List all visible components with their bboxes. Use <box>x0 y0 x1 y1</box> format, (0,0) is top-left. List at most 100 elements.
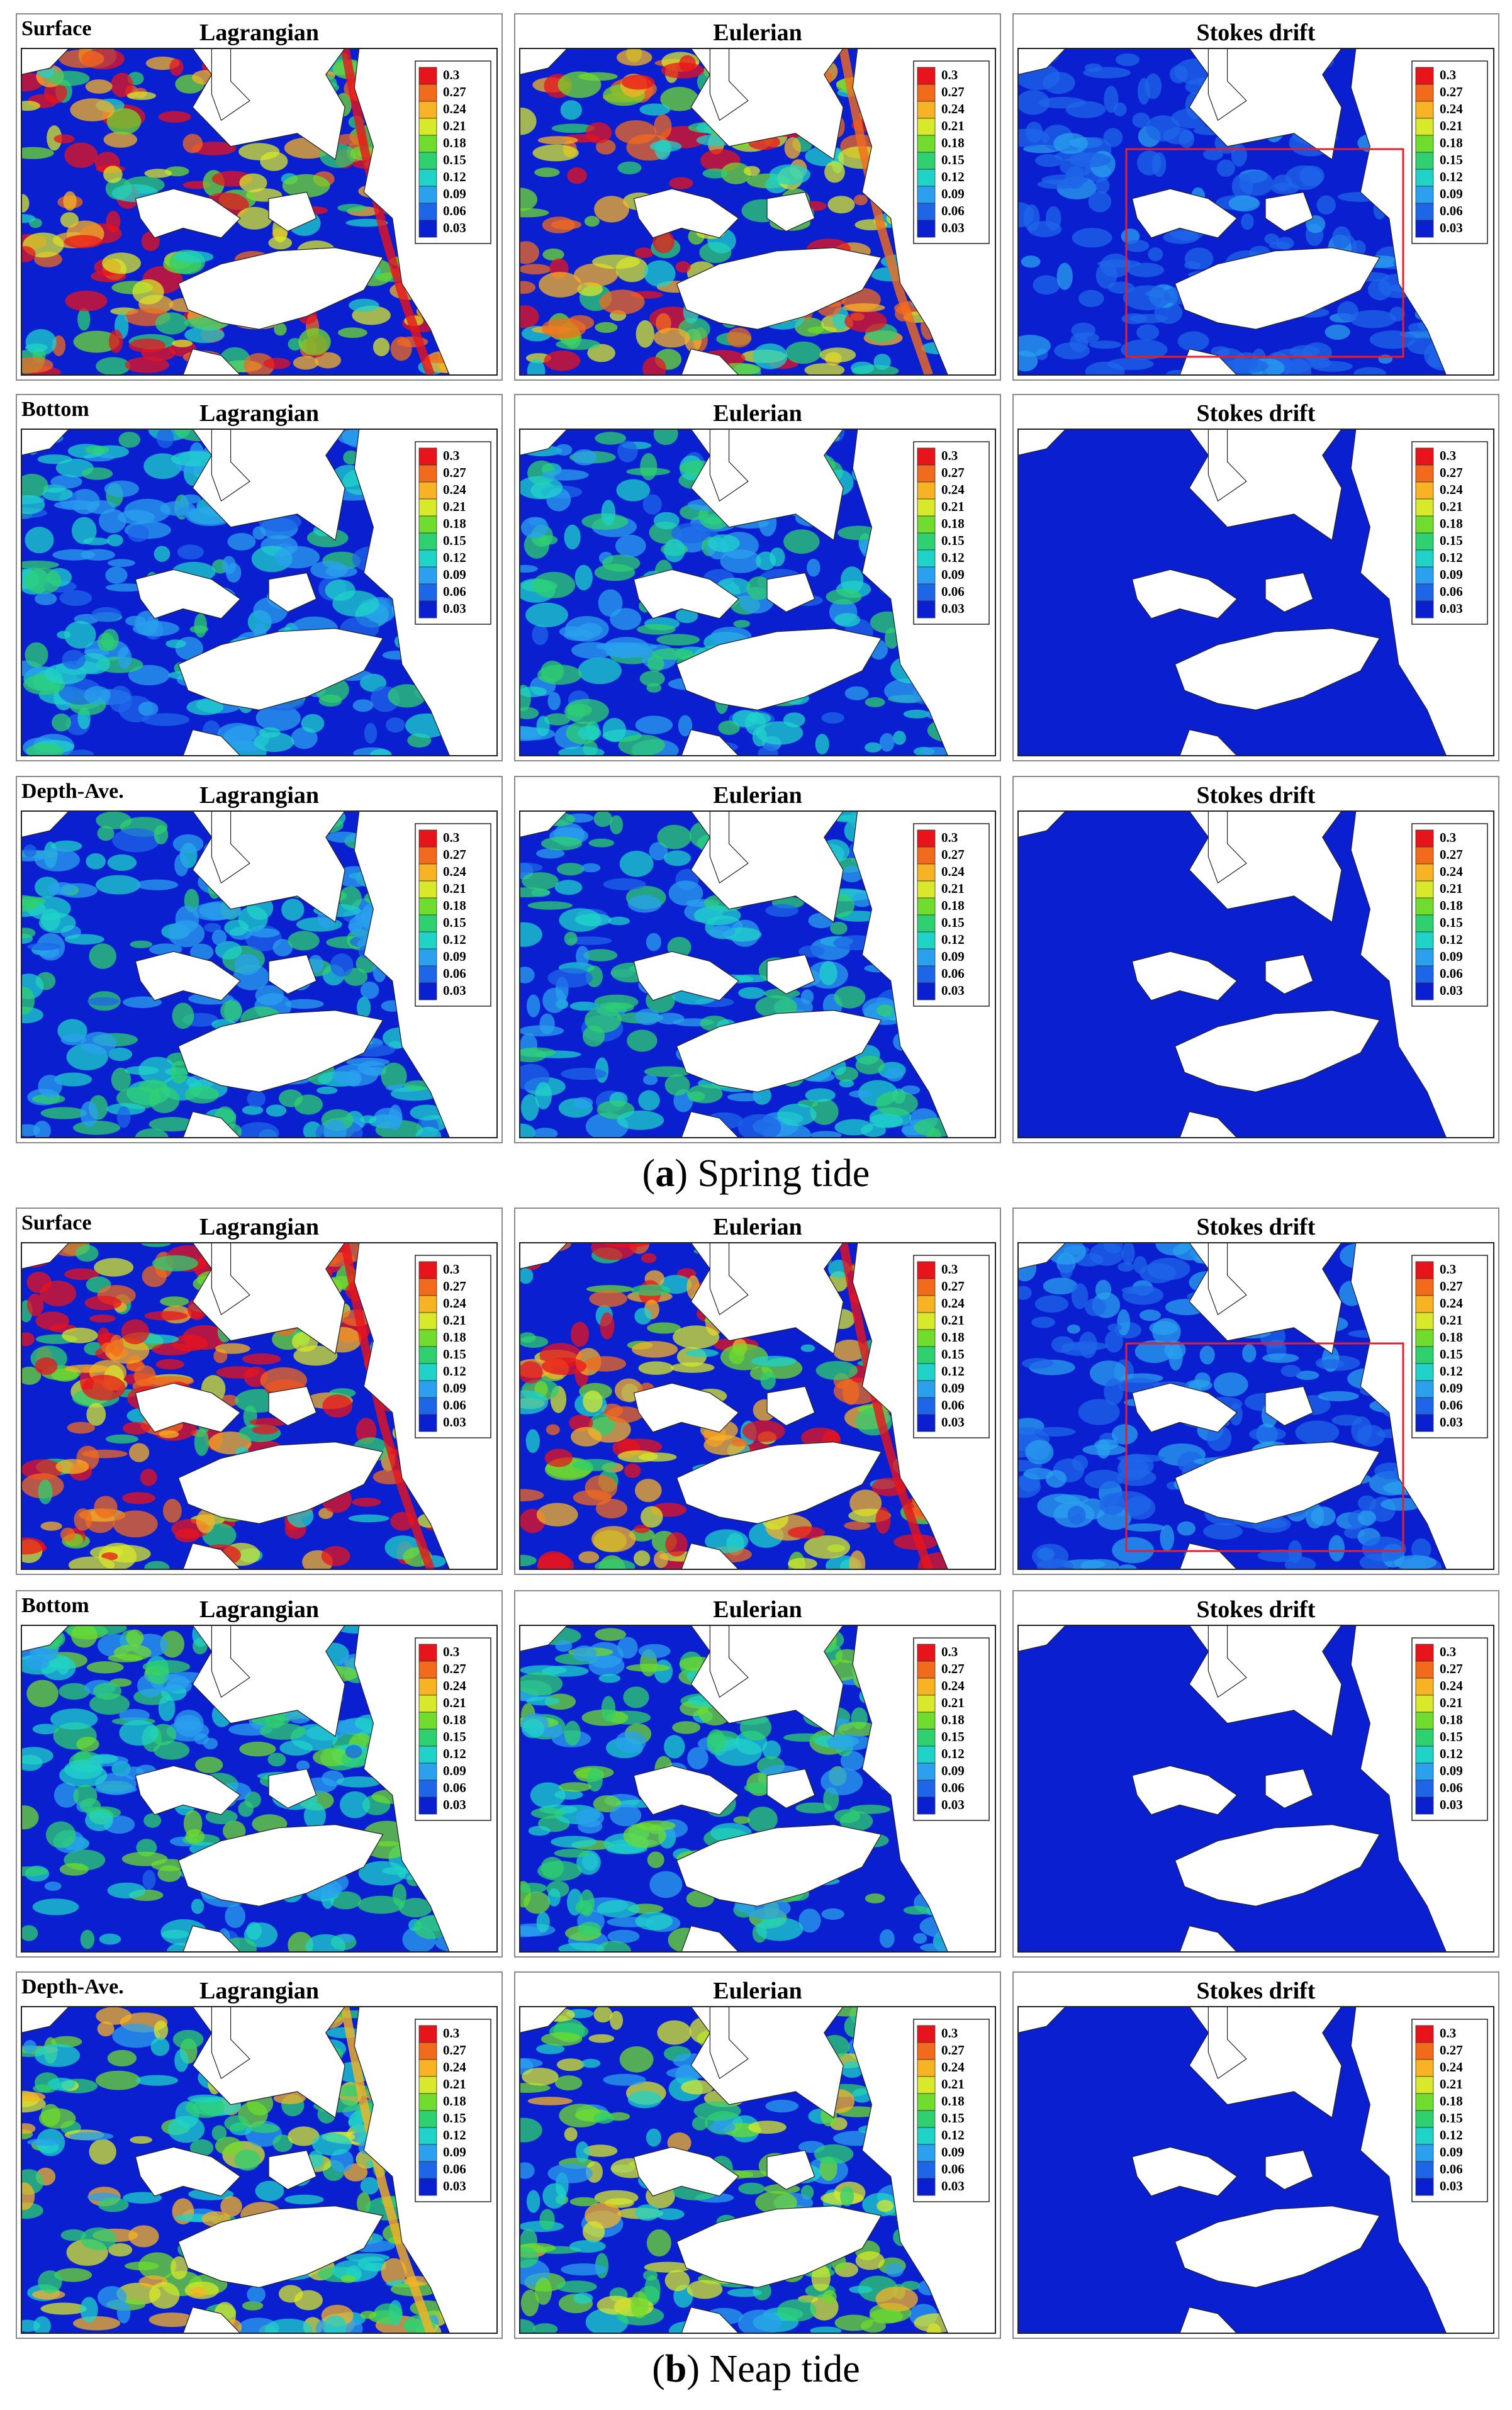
colorbar-swatch <box>418 566 437 585</box>
colorbar-swatch <box>917 67 936 85</box>
colorbar-tick-label: 0.27 <box>941 84 965 99</box>
colorbar-tick-label: 0.27 <box>1440 2043 1463 2058</box>
colorbar-swatch <box>418 2025 437 2043</box>
colorbar-swatch <box>917 914 936 933</box>
colorbar-swatch <box>917 880 936 899</box>
colorbar-tick-label: 0.12 <box>1440 550 1463 565</box>
colorbar-swatch <box>418 897 437 916</box>
colorbar-swatch <box>917 2161 936 2179</box>
colorbar-swatch <box>1415 914 1434 933</box>
colorbar-swatch <box>917 2076 936 2094</box>
row-label: Surface <box>21 17 91 40</box>
colorbar-swatch <box>418 498 437 517</box>
colorbar-tick-label: 0.09 <box>941 1381 965 1396</box>
colorbar-tick-label: 0.3 <box>941 1262 958 1277</box>
colorbar-legend: 0.3 0.27 0.24 0.21 0.18 0.15 0.12 0.09 0.06 0.03 <box>913 1255 990 1438</box>
panel-title: Lagrangian <box>199 20 319 46</box>
colorbar-swatch <box>917 220 936 238</box>
colorbar-tick-label: 0.24 <box>443 2060 466 2075</box>
row-label: Bottom <box>21 398 89 421</box>
highlight-box <box>1125 148 1404 358</box>
colorbar-tick-label: 0.3 <box>941 448 958 463</box>
colorbar-tick-label: 0.12 <box>443 550 466 565</box>
colorbar-legend: 0.3 0.27 0.24 0.21 0.18 0.15 0.12 0.09 0.06 0.03 <box>415 823 491 1007</box>
colorbar-swatch <box>1415 2178 1434 2196</box>
colorbar-legend: 0.3 0.27 0.24 0.21 0.18 0.15 0.12 0.09 0.06 0.03 <box>913 1637 990 1821</box>
colorbar-swatch <box>1415 583 1434 602</box>
colorbar-tick-label: 0.09 <box>443 2144 466 2160</box>
colorbar-swatch <box>418 948 437 967</box>
colorbar-swatch <box>418 2042 437 2060</box>
colorbar-tick-label: 0.06 <box>941 966 965 981</box>
colorbar-swatch <box>1415 2042 1434 2060</box>
colorbar-swatch <box>917 1746 936 1764</box>
colorbar-tick-label: 0.18 <box>1440 2093 1463 2109</box>
colorbar-swatch <box>1415 2093 1434 2111</box>
colorbar-tick-label: 0.15 <box>443 2110 466 2126</box>
colorbar-swatch <box>1415 1746 1434 1764</box>
colorbar-tick-label: 0.24 <box>941 864 965 879</box>
colorbar-swatch <box>418 464 437 483</box>
colorbar-swatch <box>1415 1729 1434 1747</box>
colorbar-swatch <box>1415 1312 1434 1330</box>
colorbar-swatch <box>1415 1397 1434 1415</box>
colorbar-tick-label: 0.21 <box>443 2077 466 2092</box>
colorbar-tick-label: 0.09 <box>443 186 466 201</box>
colorbar-tick-label: 0.06 <box>1440 1398 1463 1413</box>
map-panel: 0.3 0.27 0.24 0.21 0.18 0.15 0.12 0.09 0.06 0.03 L… <box>16 1590 503 1958</box>
colorbar-tick-label: 0.15 <box>1440 533 1463 548</box>
colorbar-tick-label: 0.21 <box>1440 499 1463 514</box>
colorbar-tick-label: 0.03 <box>941 601 965 616</box>
colorbar-swatch <box>1415 566 1434 585</box>
colorbar-swatch <box>1415 1295 1434 1313</box>
colorbar-tick-label: 0.24 <box>941 2060 965 2075</box>
colorbar-tick-label: 0.21 <box>1440 1313 1463 1328</box>
highlight-box <box>1125 1342 1404 1552</box>
colorbar-swatch <box>418 169 437 187</box>
colorbar-tick-label: 0.15 <box>941 533 965 548</box>
colorbar-swatch <box>418 1261 437 1279</box>
colorbar-tick-label: 0.27 <box>941 847 965 862</box>
colorbar-tick-label: 0.24 <box>1440 1296 1463 1311</box>
caption-spring-tide: (a) Spring tide <box>642 1152 870 1195</box>
colorbar-tick-label: 0.03 <box>941 1797 965 1812</box>
colorbar-tick-label: 0.21 <box>443 499 466 514</box>
colorbar-swatch <box>1415 1712 1434 1730</box>
colorbar-swatch <box>917 982 936 1000</box>
velocity-field <box>520 811 995 1138</box>
colorbar-swatch <box>917 1295 936 1313</box>
colorbar-tick-label: 0.18 <box>941 135 965 150</box>
colorbar-tick-label: 0.09 <box>1440 1763 1463 1778</box>
colorbar-swatch <box>917 498 936 517</box>
colorbar-swatch <box>418 863 437 882</box>
colorbar-swatch <box>917 566 936 585</box>
colorbar-tick-label: 0.21 <box>443 881 466 896</box>
colorbar-swatch <box>917 1661 936 1679</box>
colorbar-swatch <box>418 118 437 136</box>
colorbar-tick-label: 0.03 <box>443 1797 466 1812</box>
panel-title: Eulerian <box>713 20 802 46</box>
colorbar-legend: 0.3 0.27 0.24 0.21 0.18 0.15 0.12 0.09 0.06 0.03 <box>1411 823 1488 1007</box>
colorbar-tick-label: 0.12 <box>443 1746 466 1761</box>
colorbar-swatch <box>917 931 936 950</box>
colorbar-swatch <box>1415 2161 1434 2179</box>
colorbar-swatch <box>418 2161 437 2179</box>
map-panel: 0.3 0.27 0.24 0.21 0.18 0.15 0.12 0.09 0.06 0.03 E… <box>514 776 1001 1143</box>
colorbar-tick-label: 0.03 <box>443 983 466 998</box>
colorbar-swatch <box>917 1763 936 1781</box>
colorbar-tick-label: 0.21 <box>941 118 965 133</box>
colorbar-tick-label: 0.09 <box>941 567 965 582</box>
colorbar-swatch <box>917 532 936 551</box>
map-panel: 0.3 0.27 0.24 0.21 0.18 0.15 0.12 0.09 0.06 0.03 L… <box>16 394 503 761</box>
colorbar-swatch <box>418 1695 437 1713</box>
colorbar-tick-label: 0.27 <box>443 847 466 862</box>
colorbar-swatch <box>1415 1796 1434 1815</box>
colorbar-swatch <box>917 863 936 882</box>
colorbar-tick-label: 0.3 <box>1440 1644 1456 1659</box>
panel-title: Stokes drift <box>1197 1978 1316 2004</box>
colorbar-legend: 0.3 0.27 0.24 0.21 0.18 0.15 0.12 0.09 0.06 0.03 <box>1411 1255 1488 1438</box>
colorbar-tick-label: 0.15 <box>941 1729 965 1744</box>
colorbar-tick-label: 0.27 <box>941 1279 965 1294</box>
colorbar-swatch <box>418 2059 437 2077</box>
colorbar-legend: 0.3 0.27 0.24 0.21 0.18 0.15 0.12 0.09 0.06 0.03 <box>415 1637 491 1821</box>
